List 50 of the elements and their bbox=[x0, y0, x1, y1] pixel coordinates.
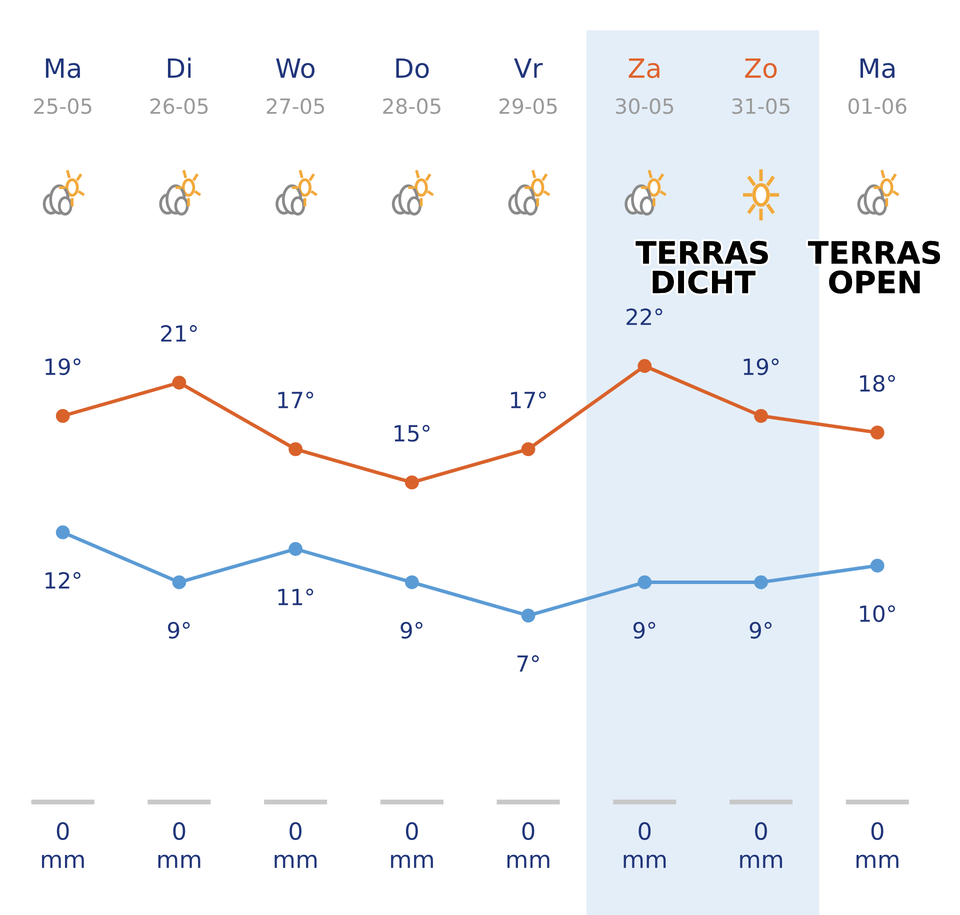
data-label: 0 mm bbox=[624, 822, 666, 868]
data-label: 11° bbox=[278, 588, 314, 606]
x-tick-label: Wo 27-05 bbox=[266, 58, 324, 114]
data-label: 9° bbox=[400, 622, 422, 639]
data-label: 17° bbox=[511, 392, 546, 408]
data-label: 19° bbox=[744, 358, 779, 376]
data-label: 7° bbox=[517, 655, 539, 672]
data-label: 12° bbox=[46, 572, 80, 588]
point bbox=[288, 542, 303, 556]
point bbox=[754, 408, 768, 423]
point bbox=[56, 408, 70, 423]
data-label: 9° bbox=[168, 622, 190, 639]
data-label: 10° bbox=[860, 605, 895, 622]
point bbox=[288, 442, 303, 456]
x-tick-label: Vr 29-05 bbox=[500, 58, 557, 114]
data-label: 19° bbox=[46, 358, 80, 376]
point bbox=[172, 376, 186, 390]
point bbox=[870, 558, 884, 573]
data-label: 18° bbox=[860, 374, 895, 392]
data-label: 0 mm bbox=[740, 822, 782, 868]
point bbox=[754, 575, 768, 590]
data-label: 0 mm bbox=[42, 822, 84, 868]
x-tick-label: Ma 25-05 bbox=[34, 58, 92, 114]
x-tick-label: Zo 31-05 bbox=[732, 58, 790, 114]
annotation: TERRAS DICHT bbox=[636, 240, 768, 294]
data-label: 0 mm bbox=[274, 822, 317, 868]
data-label: 9° bbox=[750, 622, 772, 639]
data-label: 0 mm bbox=[856, 822, 898, 868]
data-label: 15° bbox=[394, 424, 430, 442]
x-tick-label: Za 30-05 bbox=[616, 58, 674, 114]
point bbox=[521, 442, 536, 456]
data-label: 0 mm bbox=[391, 822, 433, 868]
data-label: 22° bbox=[626, 308, 662, 325]
point bbox=[404, 476, 419, 490]
data-label: 0 mm bbox=[507, 822, 550, 868]
data-label: 0 mm bbox=[158, 822, 200, 868]
data-label: 17° bbox=[278, 392, 314, 408]
point bbox=[521, 608, 536, 622]
annotation: TERRAS OPEN bbox=[808, 240, 940, 294]
point bbox=[172, 575, 186, 590]
point bbox=[56, 525, 70, 540]
x-tick-label: Ma 01-06 bbox=[848, 58, 906, 114]
x-tick-label: Do 28-05 bbox=[383, 58, 440, 114]
point bbox=[870, 426, 884, 440]
point bbox=[638, 359, 652, 373]
x-tick-label: Di 26-05 bbox=[150, 58, 208, 114]
data-label: 9° bbox=[633, 622, 656, 639]
point bbox=[404, 575, 419, 590]
data-label: 21° bbox=[161, 325, 197, 342]
point bbox=[638, 575, 652, 590]
